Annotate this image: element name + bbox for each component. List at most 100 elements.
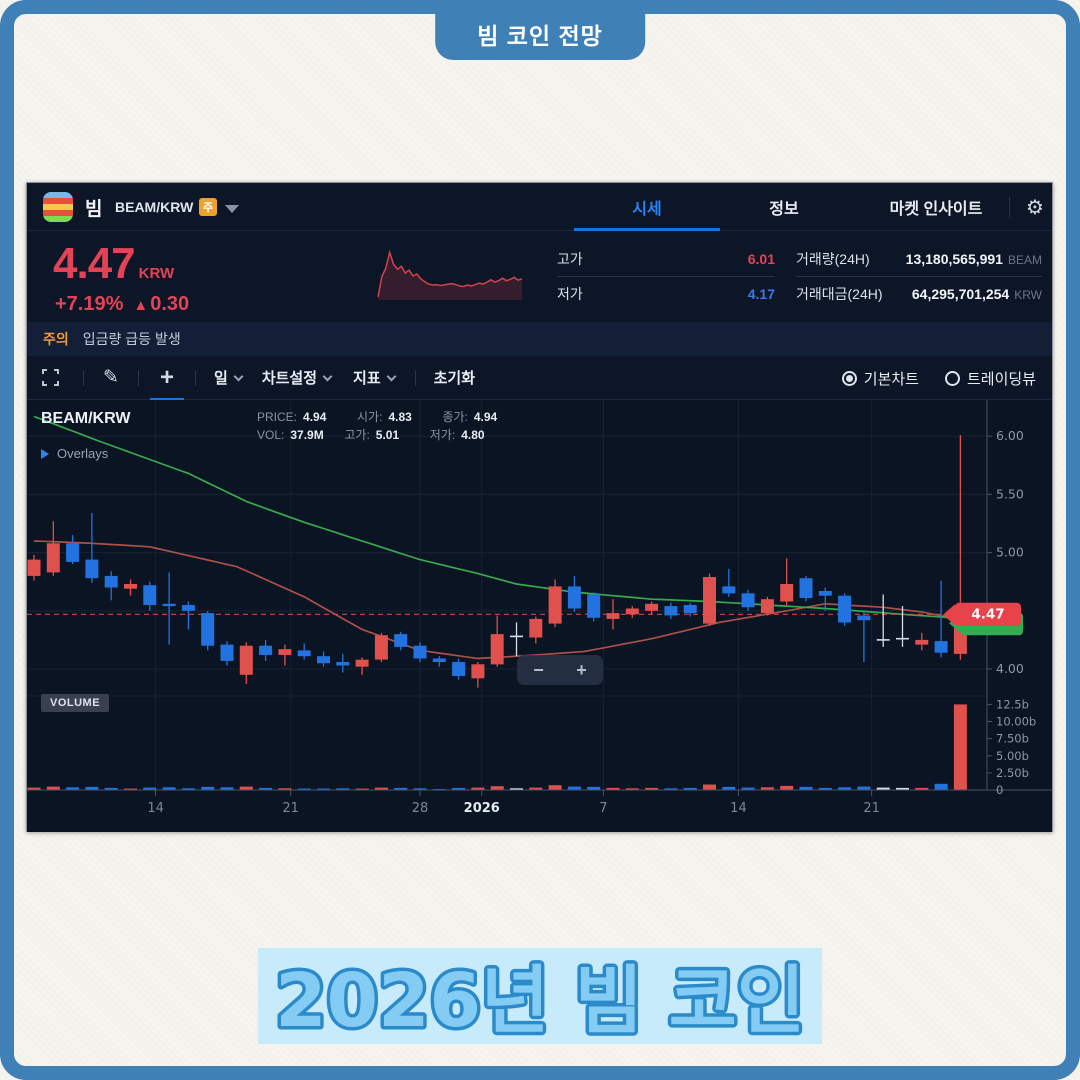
- svg-text:28: 28: [412, 801, 429, 816]
- chart-type-radios: 기본차트 트레이딩뷰: [841, 356, 1036, 400]
- settings-button[interactable]: ⚙: [1015, 183, 1055, 231]
- divider: [195, 369, 196, 386]
- up-arrow-icon: ▲: [133, 297, 149, 314]
- stat-trade-value-row: 거래대금(24H) 64,295,701,254 KRW: [796, 276, 1042, 311]
- zoom-in-button[interactable]: +: [576, 660, 587, 680]
- logo-stripe: [43, 210, 73, 216]
- svg-text:7: 7: [599, 801, 607, 816]
- svg-text:5.50: 5.50: [996, 486, 1024, 501]
- radio-basic-chart[interactable]: 기본차트: [841, 368, 919, 389]
- indicator-select[interactable]: 지표: [353, 367, 397, 388]
- gear-icon: ⚙: [1026, 196, 1044, 219]
- notice-text: 입금량 급등 발생: [82, 331, 181, 347]
- chevron-down-icon: [386, 371, 397, 381]
- svg-text:4.47: 4.47: [971, 606, 1004, 622]
- change-absolute: 0.30: [150, 293, 190, 315]
- radio-selected-icon: [841, 370, 857, 386]
- price-section: 4.47 KRW +7.19% ▲ 0.30 고가 6.01 저가 4.17 거래량(…: [27, 231, 1052, 322]
- volume-pane-label: VOLUME: [41, 694, 110, 712]
- pencil-icon: ✎: [103, 367, 119, 388]
- chart-symbol-label: BEAM/KRW: [41, 410, 131, 427]
- overlays-toggle[interactable]: Overlays: [41, 446, 108, 461]
- tab-info[interactable]: 정보: [709, 183, 859, 231]
- chart-area: 6.00 5.50 5.00 4.00 12.5b 10.00b 7.50b 5.00b 2.5…: [27, 400, 1052, 832]
- chart-toolbar: ✎ + 일 차트설정 지표 초기화: [27, 356, 1052, 400]
- candlestick-chart[interactable]: 6.00 5.50 5.00 4.00 12.5b 10.00b 7.50b 5.00b 2.5…: [27, 400, 1052, 832]
- tab-price-label: 시세: [632, 201, 662, 218]
- svg-text:5.00: 5.00: [996, 545, 1024, 560]
- svg-text:6.00: 6.00: [996, 428, 1024, 443]
- chevron-down-icon: [322, 371, 333, 381]
- svg-text:5.00b: 5.00b: [996, 749, 1029, 763]
- ohlc-info: PRICE: 4.94 시가: 4.83 종가: 4.94 VOL: 37.9M 고가: 5.01…: [257, 410, 498, 442]
- svg-text:21: 21: [863, 801, 880, 816]
- logo-stripe: [43, 216, 73, 222]
- indicator-label: 지표: [353, 370, 381, 387]
- caption-highlight: [258, 948, 822, 1044]
- zoom-out-button[interactable]: −: [533, 660, 544, 680]
- panel-header: 빔 BEAM/KRW 주 시세 정보 마켓 인사이트 ⚙: [27, 183, 1052, 231]
- tab-price[interactable]: 시세: [572, 183, 722, 231]
- chart-settings-label: 차트설정: [261, 370, 318, 387]
- svg-text:14: 14: [730, 801, 747, 816]
- draw-button[interactable]: ✎: [94, 366, 128, 389]
- plus-icon: +: [159, 363, 174, 391]
- radio-tradingview[interactable]: 트레이딩뷰: [944, 368, 1036, 389]
- svg-text:10.00b: 10.00b: [996, 715, 1036, 729]
- stat-label: 고가: [557, 250, 583, 267]
- fullscreen-icon: [41, 369, 59, 386]
- stat-label: 저가: [557, 286, 583, 302]
- interval-select[interactable]: 일: [214, 367, 244, 388]
- overlays-label: Overlays: [57, 446, 109, 461]
- stat-low-row: 저가 4.17: [557, 276, 775, 311]
- reset-label: 초기화: [433, 370, 476, 387]
- stat-value: 6.01: [747, 250, 775, 267]
- svg-text:2026: 2026: [464, 801, 500, 816]
- radio-unselected-icon: [944, 370, 960, 386]
- caution-badge: 주: [199, 198, 217, 216]
- logo-stripe: [43, 192, 73, 198]
- bottom-caption: 2026년 빔 코인: [258, 948, 822, 1048]
- pair-label: BEAM/KRW: [115, 199, 194, 215]
- stat-volume-row: 거래량(24H) 13,180,565,991 BEAM: [796, 241, 1042, 276]
- divider: [138, 369, 139, 386]
- stat-unit: KRW: [1014, 288, 1042, 302]
- add-indicator-button[interactable]: +: [149, 356, 185, 400]
- radio-tradingview-label: 트레이딩뷰: [966, 370, 1036, 388]
- stat-value: 64,295,701,254 KRW: [911, 286, 1042, 302]
- chevron-down-icon: [233, 371, 244, 381]
- fullscreen-button[interactable]: [27, 369, 73, 386]
- svg-text:2.50b: 2.50b: [996, 766, 1029, 780]
- pair-dropdown-caret[interactable]: [225, 205, 239, 213]
- price-currency: KRW: [138, 265, 175, 282]
- svg-text:4.00: 4.00: [996, 661, 1024, 676]
- price-change: +7.19% ▲ 0.30: [55, 293, 189, 316]
- stat-high-row: 고가 6.01: [557, 241, 775, 276]
- top-banner: 빔 코인 전망: [435, 0, 645, 60]
- tab-info-label: 정보: [769, 201, 799, 218]
- stat-label: 거래대금(24H): [796, 286, 883, 302]
- reset-button[interactable]: 초기화: [434, 367, 475, 388]
- stats-volume: 거래량(24H) 13,180,565,991 BEAM 거래대금(24H) 64…: [796, 241, 1042, 311]
- svg-text:7.50b: 7.50b: [996, 732, 1029, 746]
- stat-value: 13,180,565,991 BEAM: [905, 250, 1042, 267]
- radio-basic-label: 기본차트: [863, 370, 919, 388]
- notice-tag: 주의: [43, 331, 69, 347]
- current-price: 4.47: [53, 239, 136, 288]
- change-percent: +7.19%: [55, 293, 124, 315]
- notice-bar[interactable]: 주의 입금량 급등 발생: [27, 322, 1052, 356]
- stat-value: 4.17: [747, 286, 775, 302]
- tab-market-insight[interactable]: 마켓 인사이트: [836, 183, 1036, 231]
- stats-high-low: 고가 6.01 저가 4.17: [557, 241, 775, 311]
- svg-text:0: 0: [996, 783, 1003, 797]
- sparkline: [377, 249, 523, 300]
- coin-logo: [43, 192, 73, 222]
- svg-text:12.5b: 12.5b: [996, 697, 1029, 711]
- coin-name: 빔: [85, 199, 103, 220]
- chart-settings-select[interactable]: 차트설정: [261, 367, 333, 388]
- play-triangle-icon: [41, 448, 49, 459]
- active-tool-underline: [150, 397, 184, 400]
- svg-text:14: 14: [147, 801, 164, 816]
- active-tab-underline: [574, 228, 720, 231]
- trading-panel: 빔 BEAM/KRW 주 시세 정보 마켓 인사이트 ⚙ 4.47 KRW: [26, 182, 1053, 832]
